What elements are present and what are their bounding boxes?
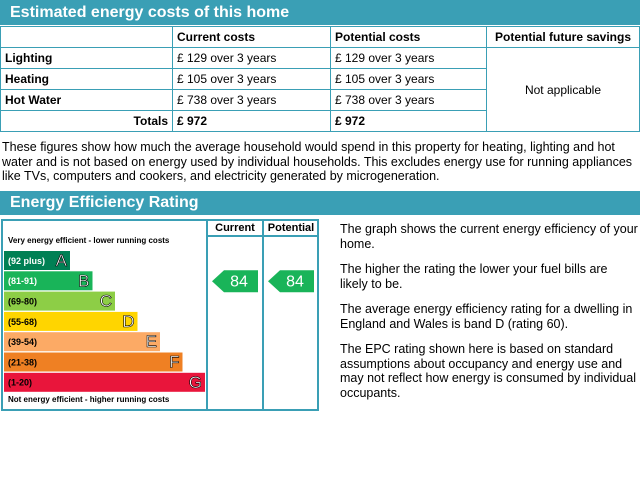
top-label: Very energy efficient - lower running co… xyxy=(8,236,170,245)
cell: £ 129 over 3 years xyxy=(172,47,331,69)
bottom-label: Not energy efficient - higher running co… xyxy=(8,395,170,404)
band-letter: G xyxy=(189,373,202,392)
band xyxy=(4,271,93,291)
band-letter: E xyxy=(146,332,157,351)
band-letter: C xyxy=(100,292,112,311)
row-label: Heating xyxy=(0,68,173,90)
cell: £ 738 over 3 years xyxy=(330,89,487,111)
band xyxy=(4,332,160,352)
section-title: Estimated energy costs of this home xyxy=(0,0,640,25)
cell: Not applicable xyxy=(486,47,640,132)
column-header: Current xyxy=(215,222,255,234)
rating-value: 84 xyxy=(286,274,304,291)
band-range: (55-68) xyxy=(8,317,37,327)
cost-table: Current costs Potential costs Potential … xyxy=(0,26,640,132)
band-range: (92 plus) xyxy=(8,256,45,266)
band-range: (21-38) xyxy=(8,357,37,367)
section-title: Energy Efficiency Rating xyxy=(0,191,640,215)
cell: £ 972 xyxy=(330,110,487,132)
paragraph: The EPC rating shown here is based on st… xyxy=(340,342,636,400)
band-range: (1-20) xyxy=(8,378,32,388)
paragraph: The graph shows the current energy effic… xyxy=(340,222,638,251)
band xyxy=(4,251,70,270)
header: Potential future savings xyxy=(486,26,640,48)
row-label: Lighting xyxy=(0,47,173,69)
band xyxy=(4,352,183,372)
explanation: The graph shows the current energy effic… xyxy=(340,222,638,411)
column-header: Potential xyxy=(268,222,314,234)
rating-arrow xyxy=(268,270,314,293)
cell: £ 129 over 3 years xyxy=(330,47,487,69)
band xyxy=(4,372,205,392)
cell: £ 972 xyxy=(172,110,331,132)
band-range: (81-91) xyxy=(8,276,37,286)
paragraph: The higher the rating the lower your fue… xyxy=(340,262,608,291)
rating-arrow xyxy=(212,270,258,293)
band xyxy=(4,311,138,331)
band-range: (69-80) xyxy=(8,296,37,306)
band xyxy=(4,291,115,311)
chart-frame xyxy=(1,219,319,411)
band-letter: F xyxy=(169,352,179,371)
cell: £ 105 over 3 years xyxy=(330,68,487,90)
band-letter: D xyxy=(122,312,134,331)
band-range: (39-54) xyxy=(8,337,37,347)
note: These figures show how much the average … xyxy=(2,140,633,183)
band-letter: B xyxy=(78,271,89,290)
paragraph: The average energy efficiency rating for… xyxy=(340,302,633,331)
band-letter: A xyxy=(56,251,68,270)
rating-value: 84 xyxy=(230,274,248,291)
